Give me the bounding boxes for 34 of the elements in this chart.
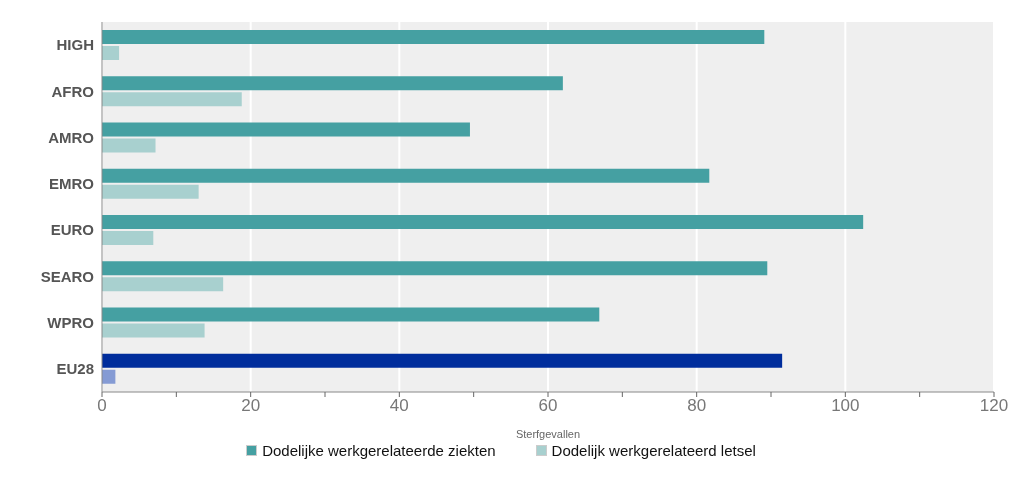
bar (102, 184, 199, 199)
y-tick-label: SEARO (40, 267, 95, 285)
bar (102, 215, 864, 229)
y-tick-label: EMRO (49, 175, 95, 193)
x-tick-label: 40 (389, 396, 409, 416)
x-tick-label: 0 (97, 396, 107, 416)
bar (102, 168, 710, 183)
y-tick-label: EU28 (56, 360, 94, 378)
bar (102, 138, 156, 153)
y-tick-label: AFRO (51, 82, 95, 100)
x-tick-label: 60 (538, 396, 558, 416)
bar (102, 76, 563, 91)
bar (102, 92, 242, 107)
bar (102, 323, 205, 338)
bar (102, 122, 470, 137)
bar (102, 307, 600, 322)
bar (102, 277, 224, 292)
x-axis-title: Sterfgevallen (515, 428, 581, 440)
bar (102, 261, 768, 276)
y-tick-label: AMRO (48, 128, 95, 146)
y-tick-label: EURO (50, 221, 95, 239)
x-tick-label: 80 (687, 396, 707, 416)
legend-label: Dodelijk werkgerelateerd letsel (551, 442, 756, 459)
x-tick-label: 100 (831, 396, 860, 416)
legend-label: Dodelijke werkgerelateerde ziekten (262, 442, 496, 459)
bar (102, 353, 783, 368)
bar (102, 231, 154, 245)
bar (102, 46, 120, 60)
x-tick-label: 20 (241, 396, 261, 416)
x-tick-label: 120 (979, 396, 1009, 416)
bar (102, 30, 765, 44)
y-tick-label: HIGH (56, 36, 94, 54)
y-tick-label: WPRO (47, 313, 95, 331)
bar (102, 369, 116, 384)
